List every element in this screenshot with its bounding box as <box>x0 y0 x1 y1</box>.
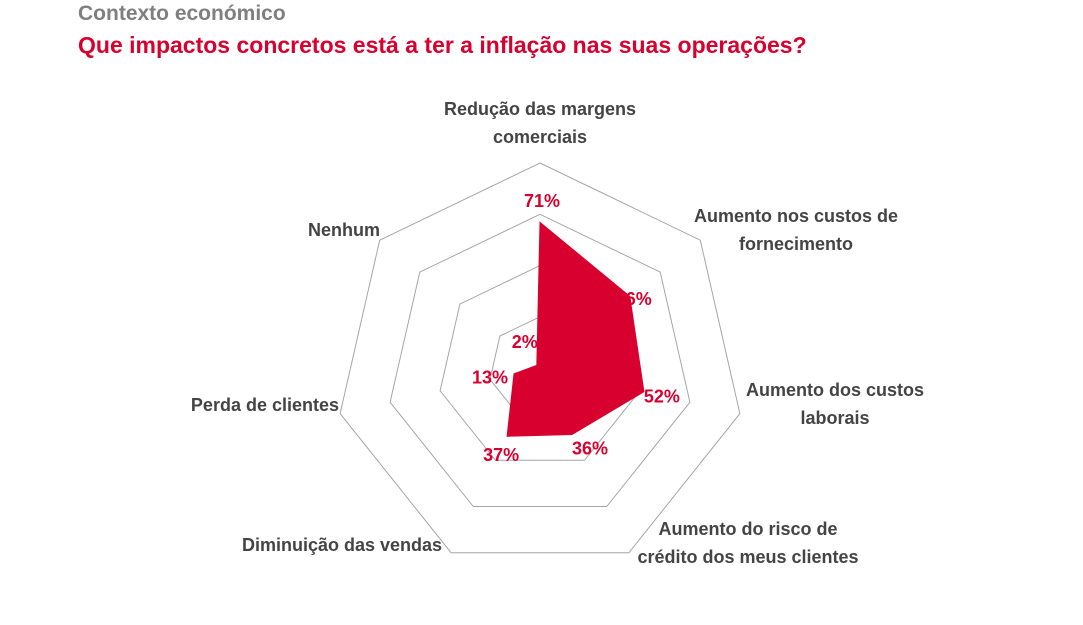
category-label: Aumento nos custos de fornecimento <box>694 206 898 254</box>
grid-ring <box>389 213 691 507</box>
category-label: Diminuição das vendas <box>242 535 442 555</box>
value-label: 37% <box>483 445 519 465</box>
category-label: Nenhum <box>308 220 380 240</box>
grid-ring <box>339 162 741 554</box>
value-label: 13% <box>472 368 508 388</box>
value-label: 56% <box>616 289 652 309</box>
value-label: 71% <box>524 191 560 211</box>
category-label: Perda de clientes <box>191 395 339 415</box>
chart-title: Que impactos concretos está a ter a infl… <box>78 32 807 58</box>
category-label: Aumento dos custos laborais <box>746 380 924 428</box>
data-area <box>506 221 645 437</box>
value-label: 52% <box>644 386 680 406</box>
chart-subtitle: Contexto económico <box>78 2 286 25</box>
value-label: 36% <box>572 438 608 458</box>
category-label: Redução das margens comerciais <box>444 99 636 147</box>
value-label: 2% <box>512 332 538 352</box>
category-label: Aumento do risco de crédito dos meus clie… <box>637 519 858 567</box>
